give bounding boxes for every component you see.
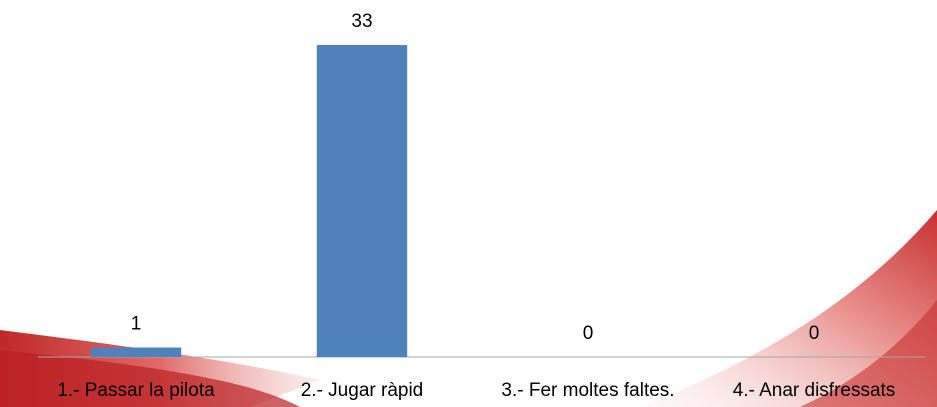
x-tick-label: 2.- Jugar ràpid bbox=[301, 380, 424, 401]
decor-swoosh bbox=[640, 210, 937, 407]
decor-swoosh bbox=[0, 350, 300, 407]
x-tick-label: 4.- Anar disfressats bbox=[733, 380, 896, 401]
value-label: 33 bbox=[351, 11, 372, 32]
value-label: 0 bbox=[583, 323, 594, 344]
value-label: 0 bbox=[809, 323, 820, 344]
bar bbox=[316, 45, 408, 357]
value-label: 1 bbox=[131, 314, 142, 335]
decor-swoosh bbox=[800, 300, 937, 407]
x-tick-label: 1.- Passar la pilota bbox=[57, 380, 215, 401]
x-tick-label: 3.- Fer moltes faltes. bbox=[501, 380, 674, 401]
bar bbox=[90, 347, 182, 357]
